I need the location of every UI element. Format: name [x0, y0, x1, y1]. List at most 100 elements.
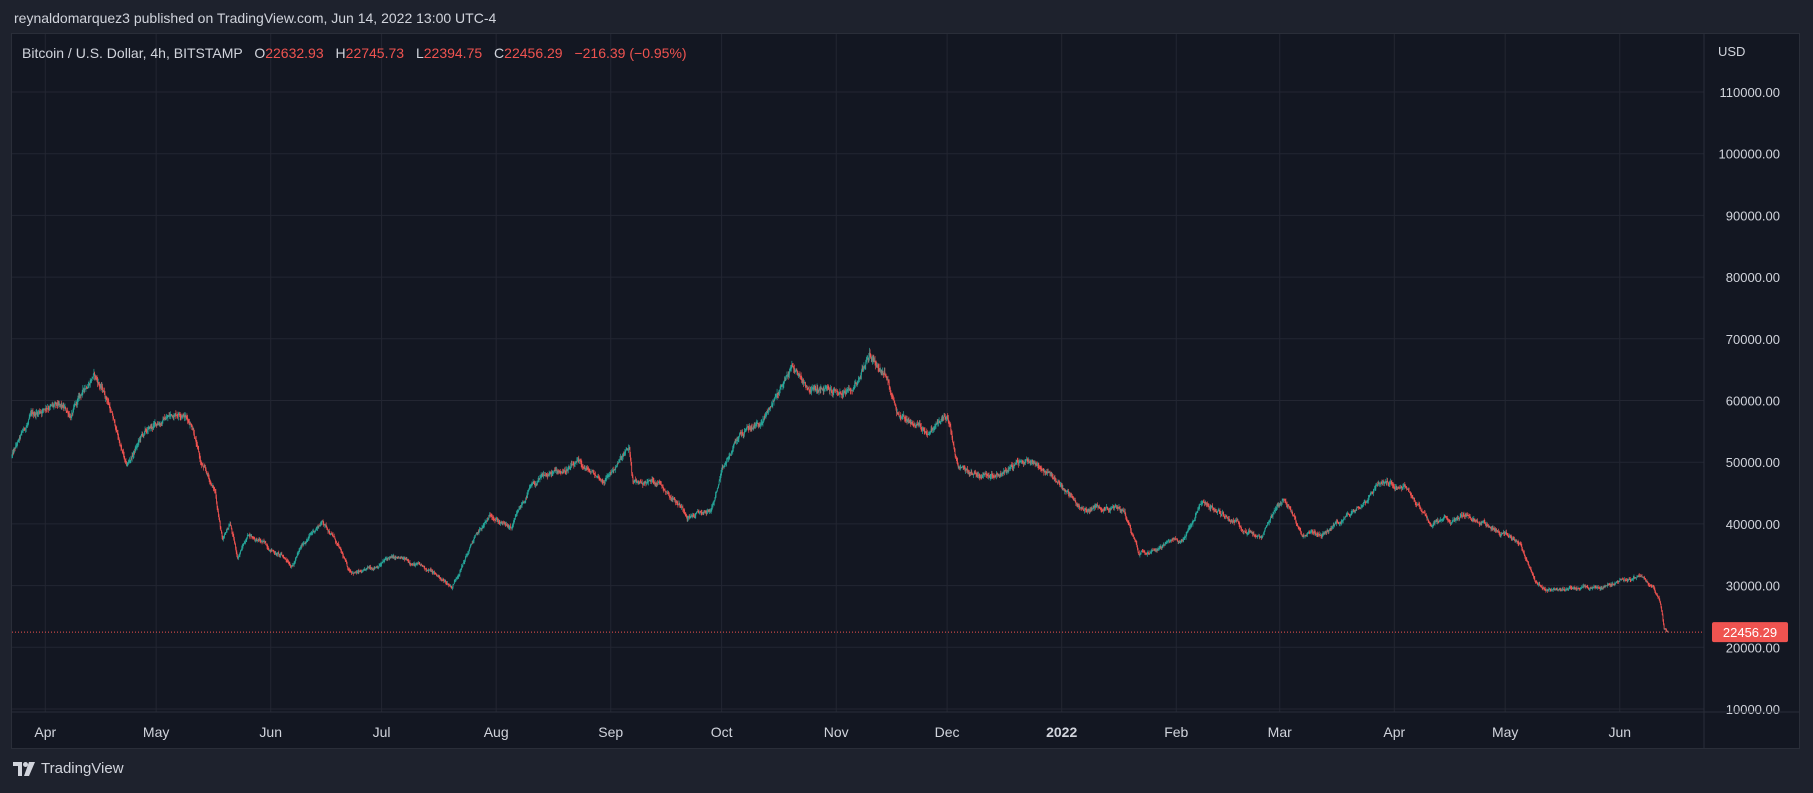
candle-body — [1476, 520, 1478, 522]
candle-body — [169, 415, 171, 417]
candle-body — [23, 428, 25, 429]
candle-body — [716, 487, 718, 491]
candle-body — [1480, 523, 1481, 525]
candle-body — [721, 467, 723, 470]
candle-body — [386, 558, 388, 560]
candle-body — [1053, 477, 1055, 479]
candle-body — [833, 389, 835, 391]
candle-body — [1344, 517, 1345, 519]
candle-body — [1334, 523, 1336, 525]
candle-body — [282, 555, 283, 557]
candle-body — [519, 507, 521, 509]
candle-body — [94, 375, 96, 377]
candle-body — [54, 403, 56, 405]
candle-body — [1400, 487, 1402, 489]
candle-body — [968, 470, 970, 472]
candle-body — [266, 545, 268, 547]
candle-body — [272, 550, 274, 552]
candle-body — [1234, 521, 1236, 524]
candle-body — [792, 364, 793, 366]
candle-body — [1235, 520, 1237, 522]
candle-body — [983, 473, 984, 476]
candle-body — [91, 378, 93, 380]
candle-body — [208, 476, 210, 480]
candle-body — [797, 373, 799, 376]
candle-body — [962, 466, 963, 468]
candle-body — [1177, 540, 1179, 542]
candle-body — [1166, 542, 1168, 544]
candle-body — [946, 417, 947, 419]
candle-body — [1222, 512, 1224, 515]
candle-body — [1148, 553, 1150, 554]
candle-body — [623, 454, 625, 456]
candle-body — [138, 440, 140, 442]
candle-body — [1515, 540, 1517, 542]
candle-body — [773, 398, 775, 402]
candle-body — [951, 432, 953, 438]
candle-body — [726, 459, 728, 462]
candle-body — [1215, 511, 1217, 513]
candle-body — [1435, 521, 1437, 522]
candle-body — [1211, 506, 1213, 507]
candle-body — [527, 491, 529, 493]
candle-body — [777, 393, 779, 395]
candle-body — [1493, 527, 1494, 529]
candle-body — [205, 467, 206, 469]
candle-body — [379, 565, 381, 566]
candle-body — [222, 538, 224, 540]
candle-body — [1014, 464, 1016, 466]
candle-body — [747, 426, 748, 428]
candle-body — [1312, 531, 1314, 533]
candle-body — [1201, 502, 1202, 504]
candle-body — [1518, 543, 1520, 545]
candle-body — [638, 481, 639, 483]
candle-body — [639, 481, 641, 484]
candle-body — [1214, 509, 1216, 511]
candle-body — [1018, 462, 1020, 465]
candle-body — [204, 466, 206, 468]
candle-body — [948, 421, 950, 423]
candle-body — [949, 422, 950, 425]
candle-body — [1251, 531, 1252, 533]
candle-body — [338, 545, 340, 548]
candle-body — [835, 389, 836, 391]
candle-body — [1055, 478, 1056, 480]
candle-body — [642, 483, 644, 486]
candle-body — [495, 520, 496, 522]
candle-body — [1438, 521, 1440, 523]
candle-body — [1477, 522, 1479, 524]
candle-body — [184, 415, 186, 418]
candle-body — [1011, 465, 1013, 467]
candle-body — [542, 475, 544, 477]
candle-body — [1306, 534, 1308, 536]
candle-body — [1495, 529, 1497, 531]
candle-body — [774, 396, 776, 399]
candle-body — [1288, 505, 1290, 508]
candle-body — [1346, 513, 1348, 516]
candle-body — [1154, 550, 1156, 552]
candle-body — [522, 503, 524, 505]
candle-body — [67, 411, 69, 415]
candle-body — [750, 428, 751, 430]
candle-body — [1388, 483, 1390, 485]
candle-body — [1074, 499, 1076, 501]
candle-body — [742, 432, 743, 435]
candle-body — [984, 474, 986, 476]
candle-body — [1191, 523, 1193, 525]
candle-body — [1170, 539, 1172, 542]
chart-pane[interactable] — [11, 33, 1800, 749]
candle-body — [497, 520, 499, 522]
candle-body — [1273, 512, 1274, 515]
candle-body — [751, 427, 753, 429]
candle-body — [863, 366, 865, 368]
candle-body — [1271, 516, 1273, 518]
candle-body — [1145, 553, 1147, 555]
candle-body — [51, 404, 53, 406]
candle-body — [506, 524, 508, 526]
candle-body — [612, 469, 614, 472]
candle-body — [854, 382, 856, 384]
candle-body — [1468, 515, 1470, 517]
candle-body — [1225, 515, 1227, 517]
candle-body — [100, 385, 102, 388]
